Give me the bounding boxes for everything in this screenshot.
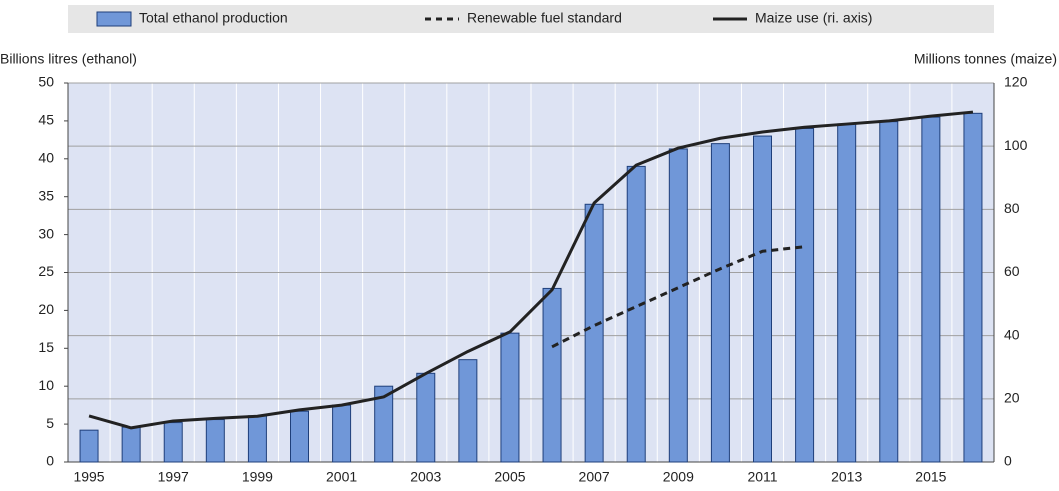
bar: [290, 410, 309, 463]
bar: [668, 148, 688, 463]
x-tick-label: 2013: [831, 469, 862, 485]
bar: [205, 419, 225, 463]
y-tick-label: 0: [46, 453, 54, 469]
bar: [584, 203, 604, 463]
y2-tick-label: 40: [1004, 326, 1020, 342]
legend-background: [68, 5, 994, 33]
bar: [753, 135, 772, 463]
bar: [79, 429, 99, 463]
x-tick-label: 2005: [494, 469, 525, 485]
y2-axis-label: Millions tonnes (maize): [914, 51, 1057, 67]
x-tick-label: 1995: [73, 469, 104, 485]
x-tick-label: 2001: [326, 469, 357, 485]
bar: [963, 112, 983, 463]
x-tick-label: 2009: [663, 469, 694, 485]
x-tick-label: 1999: [242, 469, 273, 485]
y-tick-label: 25: [38, 263, 54, 279]
y-tick-label: 30: [38, 225, 54, 241]
x-tick-label: 2011: [747, 469, 777, 485]
legend-label: Total ethanol production: [139, 10, 288, 26]
bar: [710, 143, 730, 463]
x-tick-label: 2015: [915, 469, 946, 485]
y-tick-label: 15: [38, 339, 54, 355]
bar: [121, 426, 141, 463]
x-tick-label: 2007: [579, 469, 610, 485]
y-axis-label: Billions litres (ethanol): [0, 51, 137, 67]
legend-label: Renewable fuel standard: [467, 10, 622, 26]
y-tick-label: 5: [46, 415, 54, 431]
legend-swatch: [96, 11, 132, 27]
x-tick-label: 1997: [158, 469, 189, 485]
y2-tick-label: 100: [1004, 137, 1028, 153]
y-tick-label: 35: [38, 187, 54, 203]
bar: [795, 127, 815, 463]
y2-tick-label: 80: [1004, 200, 1020, 216]
bar: [542, 287, 562, 463]
y2-tick-label: 60: [1004, 263, 1020, 279]
bar: [332, 404, 352, 463]
bar: [247, 415, 267, 463]
y-tick-label: 40: [38, 150, 54, 166]
y-tick-label: 20: [38, 301, 54, 317]
y2-tick-label: 20: [1004, 390, 1020, 406]
bar: [458, 359, 478, 463]
bar: [921, 116, 941, 463]
y2-tick-label: 120: [1004, 74, 1028, 90]
x-tick-label: 2003: [410, 469, 441, 485]
legend-label: Maize use (ri. axis): [755, 10, 872, 26]
bar: [500, 332, 520, 463]
bar: [879, 121, 899, 463]
bar: [374, 385, 394, 463]
bar: [416, 372, 436, 463]
bar: [837, 123, 857, 463]
y-tick-label: 10: [38, 377, 54, 393]
bar: [163, 422, 183, 463]
y-tick-label: 50: [38, 74, 54, 90]
y2-tick-label: 0: [1004, 453, 1012, 469]
y-tick-label: 45: [38, 112, 54, 128]
bar: [626, 165, 646, 463]
line: [551, 245, 805, 349]
line: [88, 110, 974, 430]
